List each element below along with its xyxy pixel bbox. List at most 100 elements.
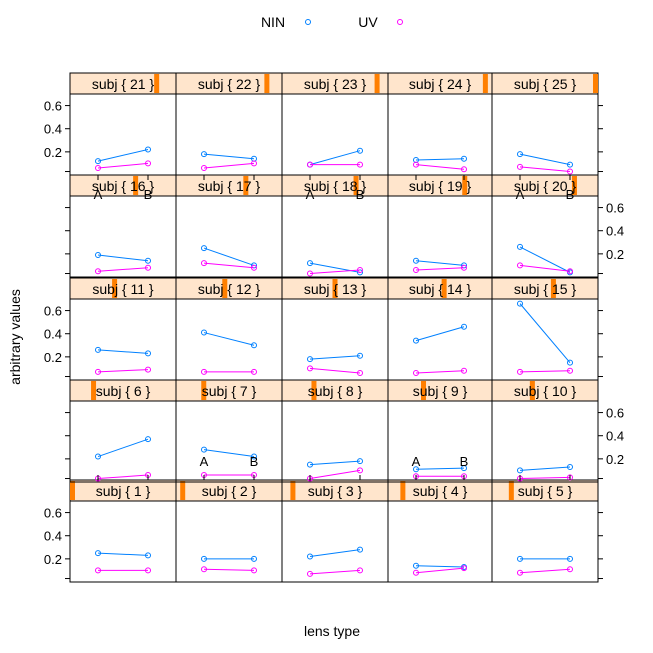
y-tick-label: 0.2 [44, 145, 62, 160]
panel-frame [491, 298, 599, 381]
data-point-nin [251, 262, 257, 269]
y-tick-label: 0.6 [44, 506, 62, 521]
panel-17: subj { 17 } [175, 174, 283, 278]
data-point-nin [357, 458, 363, 465]
data-point-nin [251, 555, 257, 562]
data-point-nin [307, 260, 313, 267]
legend: NIN UV [261, 14, 403, 30]
strip-label: subj { 21 } [92, 76, 155, 92]
data-point-nin [567, 555, 573, 562]
strip-level-indicator [421, 381, 426, 400]
strip-level-indicator [311, 381, 317, 400]
panel-frame [387, 298, 493, 381]
panel-23: subj { 23 } [281, 72, 389, 176]
x-axis-title: lens type [304, 623, 360, 639]
data-point-nin [413, 337, 419, 344]
strip-level-indicator [571, 176, 577, 195]
panel-frame [491, 500, 599, 583]
strip-label: subj { 5 } [518, 483, 573, 499]
data-point-uv [95, 567, 101, 574]
data-point-uv [201, 566, 207, 573]
panel-6: subj { 6 } [69, 379, 177, 483]
panel-frame [387, 400, 493, 483]
strip-label: subj { 1 } [96, 483, 151, 499]
strip-level-indicator [374, 74, 380, 93]
data-point-uv [517, 262, 523, 269]
data-point-nin [517, 243, 523, 250]
data-point-nin [201, 151, 207, 158]
data-point-uv [201, 260, 207, 267]
panel-21: subj { 21 } [69, 72, 177, 176]
series-line-nin [203, 247, 255, 266]
panel-18: subj { 18 } [281, 174, 389, 278]
data-point-uv [201, 165, 207, 172]
data-point-uv [251, 264, 257, 271]
data-point-uv [461, 565, 467, 572]
data-point-nin [145, 552, 151, 559]
data-point-nin [413, 562, 419, 569]
data-point-nin [95, 158, 101, 165]
series-line-uv [203, 568, 255, 571]
panel-frame [491, 93, 599, 176]
data-point-uv [517, 368, 523, 375]
strip-level-indicator [133, 176, 139, 195]
data-point-uv [307, 570, 313, 577]
panel-frame [69, 500, 177, 583]
data-point-nin [307, 553, 313, 560]
strip-level-indicator [290, 481, 296, 500]
panel-frame [387, 195, 493, 278]
data-point-uv [251, 368, 257, 375]
series-line-nin [415, 158, 465, 161]
data-point-nin [517, 300, 523, 307]
series-line-nin [519, 246, 571, 273]
x-tick-label: B [460, 454, 469, 469]
series-line-nin [415, 565, 465, 568]
series-line-nin [97, 438, 149, 458]
data-point-nin [517, 555, 523, 562]
strip-level-indicator [400, 481, 406, 500]
panel-frame [69, 195, 177, 278]
panel-frame [491, 400, 599, 483]
data-point-uv [145, 160, 151, 167]
strip-level-indicator [353, 176, 359, 195]
panel-11: subj { 11 } [69, 277, 177, 381]
panels: subj { 1 } subj { 2 } subj { 3 } subj { 4 }… [44, 72, 624, 583]
panel-frame [491, 195, 599, 278]
series-line-uv [97, 162, 149, 169]
panel-frame [175, 93, 283, 176]
panel-frame [175, 195, 283, 278]
data-point-nin [145, 257, 151, 264]
series-line-uv [309, 269, 361, 275]
series-line-nin [415, 260, 465, 266]
panel-14: subj { 14 } [387, 277, 493, 381]
strip-label: subj { 15 } [514, 281, 577, 297]
series-line-uv [309, 469, 361, 480]
series-line-uv [309, 367, 361, 374]
series-line-nin [309, 355, 361, 360]
strip-level-indicator [550, 279, 556, 298]
data-point-uv [567, 367, 573, 374]
panel-2: subj { 2 } [175, 479, 283, 583]
data-point-uv [567, 566, 573, 573]
y-tick-label: 0.2 [44, 350, 62, 365]
data-point-nin [357, 269, 363, 276]
data-point-nin [517, 151, 523, 158]
data-point-nin [95, 550, 101, 557]
series-line-uv [519, 476, 571, 480]
strip-label: subj { 18 } [304, 178, 367, 194]
strip-level-indicator [201, 381, 207, 400]
strip-label: subj { 20 } [514, 178, 577, 194]
data-point-uv [517, 163, 523, 170]
data-point-uv [567, 268, 573, 275]
data-point-nin [95, 252, 101, 259]
y-tick-label: 0.4 [606, 224, 624, 239]
data-point-uv [413, 370, 419, 377]
data-point-nin [95, 346, 101, 353]
panel-22: subj { 22 } [175, 72, 283, 176]
data-point-nin [357, 546, 363, 553]
data-point-uv [413, 267, 419, 274]
data-point-nin [307, 356, 313, 363]
panel-frame [281, 500, 389, 583]
series-line-uv [519, 370, 571, 373]
